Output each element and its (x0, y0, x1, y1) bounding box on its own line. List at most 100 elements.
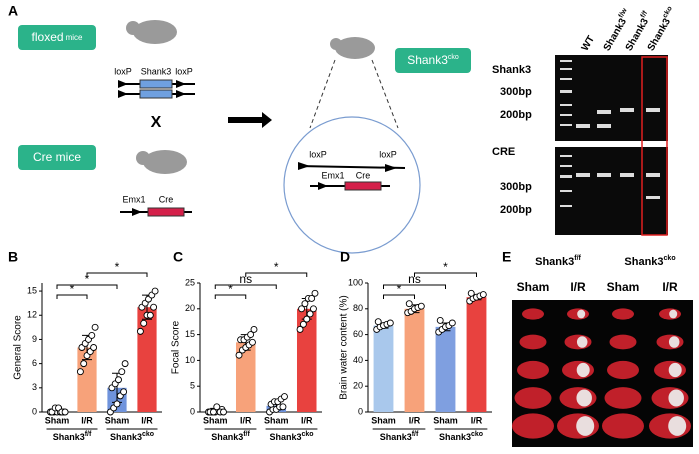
text-base: Shank3 (269, 432, 301, 442)
label: Cre mice (33, 150, 81, 164)
group-label: Shank3cko (110, 431, 154, 443)
text-sup: cko (301, 431, 313, 438)
gel (555, 55, 668, 141)
text-sup: cko (142, 431, 154, 438)
infarct (668, 336, 680, 348)
text-base: Shank3 (380, 432, 412, 442)
label: loxP (309, 149, 327, 159)
text-base: Shank3 (53, 432, 85, 442)
data-point (247, 331, 255, 339)
mouse (126, 20, 375, 174)
panel-label: A (8, 3, 18, 19)
significance-label: * (228, 282, 233, 296)
x-tick-label: Sham (45, 415, 70, 425)
infarct (576, 389, 592, 407)
brain-slice (517, 360, 549, 380)
significance-bracket (383, 294, 415, 299)
label: 300bp (500, 86, 532, 98)
column-label: I/R (570, 280, 586, 294)
gene-lines (118, 83, 195, 213)
infarct (668, 362, 682, 378)
significance-label: * (115, 260, 120, 274)
label: Shank3 (141, 66, 172, 76)
data-point (303, 315, 311, 323)
arrow (228, 112, 272, 128)
gene-box (147, 207, 185, 217)
y-axis-label: Brain water content (%) (339, 295, 350, 400)
bar (466, 297, 487, 412)
label: Cre (356, 170, 371, 180)
text-sup: f/f (412, 431, 419, 438)
text-base: Shank3 (624, 256, 663, 268)
data-point (250, 325, 258, 333)
data-point (479, 291, 487, 299)
brain-slice (609, 334, 637, 350)
data-point (113, 400, 121, 408)
label: Emx1 (122, 194, 145, 204)
y-tick-label: 10 (185, 355, 195, 365)
text-main: floxed (32, 30, 64, 44)
highlight (641, 56, 668, 236)
data-point (120, 388, 128, 396)
significance-label: * (70, 282, 75, 296)
text-base: WT (579, 34, 596, 53)
column-label: I/R (662, 280, 678, 294)
y-tick-label: 20 (353, 381, 363, 391)
gel-bands (560, 60, 660, 207)
text-sup: f/f (85, 431, 92, 438)
data-point (310, 305, 317, 313)
data-point (417, 302, 425, 310)
y-tick-label: 80 (353, 303, 363, 313)
brain-slice (522, 308, 544, 320)
infarct (668, 389, 684, 407)
gene-box (139, 89, 173, 99)
data-point (209, 408, 217, 416)
significance-bracket (214, 294, 247, 299)
x-tick-label: I/R (81, 415, 93, 425)
data-point (76, 368, 84, 376)
y-tick-label: 5 (190, 381, 195, 391)
data-point (279, 403, 287, 411)
data-point (90, 344, 98, 351)
x-tick-label: I/R (240, 415, 252, 425)
y-axis-label: General Score (13, 315, 24, 380)
x-tick-label: I/R (409, 415, 421, 425)
text-sup: f/f (640, 9, 650, 19)
data-point (91, 323, 99, 331)
x-tick-label: I/R (471, 415, 483, 425)
significance-bracket (214, 284, 277, 289)
y-tick-label: 40 (353, 355, 363, 365)
text-base: Shank3 (407, 53, 448, 67)
y-tick-label: 15 (27, 285, 37, 295)
x-tick-label: I/R (141, 415, 153, 425)
x-tick-label: Sham (105, 415, 130, 425)
data-point (436, 316, 444, 324)
significance-bracket (414, 272, 477, 277)
column-label: Sham (607, 280, 640, 294)
y-tick-label: 20 (185, 303, 195, 313)
y-axis-label: Focal Score (171, 320, 182, 374)
infarct (577, 309, 586, 319)
infarct (668, 416, 687, 436)
significance-label: * (274, 260, 279, 274)
y-tick-label: 12 (27, 310, 37, 320)
bar (404, 308, 425, 412)
y-tick-label: 100 (348, 277, 363, 287)
data-point (299, 320, 307, 328)
panel-label: D (340, 249, 350, 265)
text-sup: cko (471, 431, 483, 438)
data-point (150, 303, 158, 311)
bar (296, 308, 317, 412)
group-label: Shank3f/f (53, 431, 92, 443)
significance-bracket (245, 272, 308, 277)
brain-slice (607, 360, 639, 380)
label: 300bp (500, 181, 532, 193)
data-point (467, 289, 475, 297)
infarct (669, 309, 678, 319)
label: Shank3cko (407, 53, 459, 67)
data-point (386, 319, 394, 327)
significance-bracket (383, 284, 446, 289)
loxp-arrows (318, 182, 328, 190)
zoom-line (371, 59, 399, 129)
text-small: mice (66, 33, 83, 42)
